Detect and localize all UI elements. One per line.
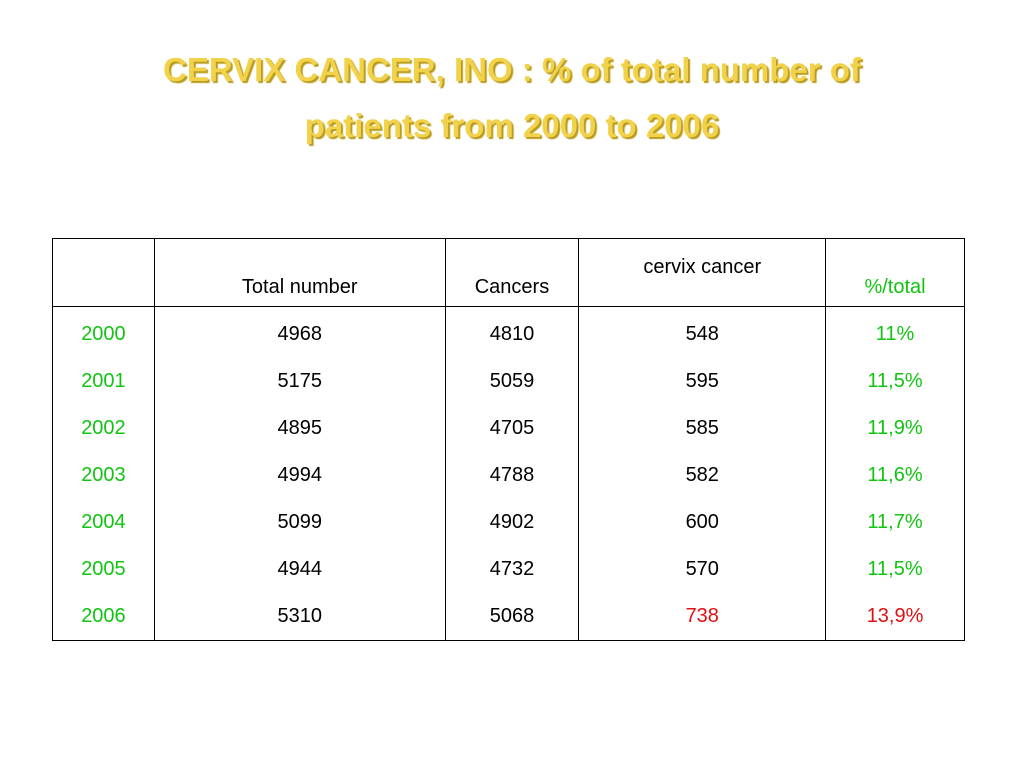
cell-percent-total: 11,6%	[825, 452, 965, 499]
table-row: 2000 4968 4810 548 11%	[53, 306, 965, 358]
table-row: 2002 4895 4705 585 11,9%	[53, 405, 965, 452]
cell-percent-total: 11,5%	[825, 546, 965, 593]
slide-title: CERVIX CANCER, INO : % of total number o…	[62, 42, 962, 154]
cell-total-number: 4944	[153, 546, 446, 593]
cell-cervix-cancer: 582	[578, 452, 826, 499]
cell-cancers: 4810	[444, 306, 579, 358]
cell-percent-total-highlight: 13,9%	[825, 593, 965, 641]
slide-title-line-1: CERVIX CANCER, INO : % of total number o…	[163, 51, 861, 88]
cell-total-number: 4968	[153, 306, 446, 358]
cell-total-number: 5175	[153, 358, 446, 405]
cell-cancers: 4788	[444, 452, 579, 499]
cell-cervix-cancer: 600	[578, 499, 826, 546]
cell-cervix-cancer: 548	[578, 306, 826, 358]
table-row: 2004 5099 4902 600 11,7%	[53, 499, 965, 546]
header-year	[52, 238, 155, 307]
cell-cervix-cancer-highlight: 738	[578, 593, 826, 641]
table-row: 2005 4944 4732 570 11,5%	[53, 546, 965, 593]
cell-cancers: 4732	[444, 546, 579, 593]
table-row: 2006 5310 5068 738 13,9%	[53, 593, 965, 641]
header-cervix-cancer: cervix cancer	[578, 238, 826, 307]
cell-year: 2000	[81, 323, 126, 345]
cell-total-number: 5099	[153, 499, 446, 546]
cell-percent-total: 11,9%	[825, 405, 965, 452]
header-cancers: Cancers	[444, 238, 579, 307]
cell-cancers: 4902	[444, 499, 579, 546]
cell-cancers: 5068	[444, 593, 579, 641]
cell-year: 2002	[81, 417, 126, 439]
table-header-row: Total number Cancers cervix cancer %/tot…	[52, 238, 965, 307]
header-percent-total: %/total	[825, 238, 965, 307]
cell-cervix-cancer: 595	[578, 358, 826, 405]
cell-cancers: 4705	[444, 405, 579, 452]
cell-percent-total: 11,7%	[825, 499, 965, 546]
cell-year: 2005	[81, 558, 126, 580]
cell-total-number: 4895	[153, 405, 446, 452]
slide-title-line-2: patients from 2000 to 2006	[304, 107, 720, 144]
cell-total-number: 4994	[153, 452, 446, 499]
table-row: 2001 5175 5059 595 11,5%	[53, 358, 965, 405]
cell-total-number: 5310	[153, 593, 446, 641]
cell-percent-total: 11%	[825, 306, 965, 358]
cell-percent-total: 11,5%	[825, 358, 965, 405]
cell-year: 2003	[81, 464, 126, 486]
cell-cervix-cancer: 570	[578, 546, 826, 593]
cervix-cancer-table: Total number Cancers cervix cancer %/tot…	[52, 238, 965, 641]
cell-cervix-cancer: 585	[578, 405, 826, 452]
cell-year: 2004	[81, 511, 126, 533]
cell-cancers: 5059	[444, 358, 579, 405]
header-total-number: Total number	[153, 238, 446, 307]
cell-year: 2006	[81, 605, 126, 627]
table-row: 2003 4994 4788 582 11,6%	[53, 452, 965, 499]
cell-year: 2001	[81, 370, 126, 392]
